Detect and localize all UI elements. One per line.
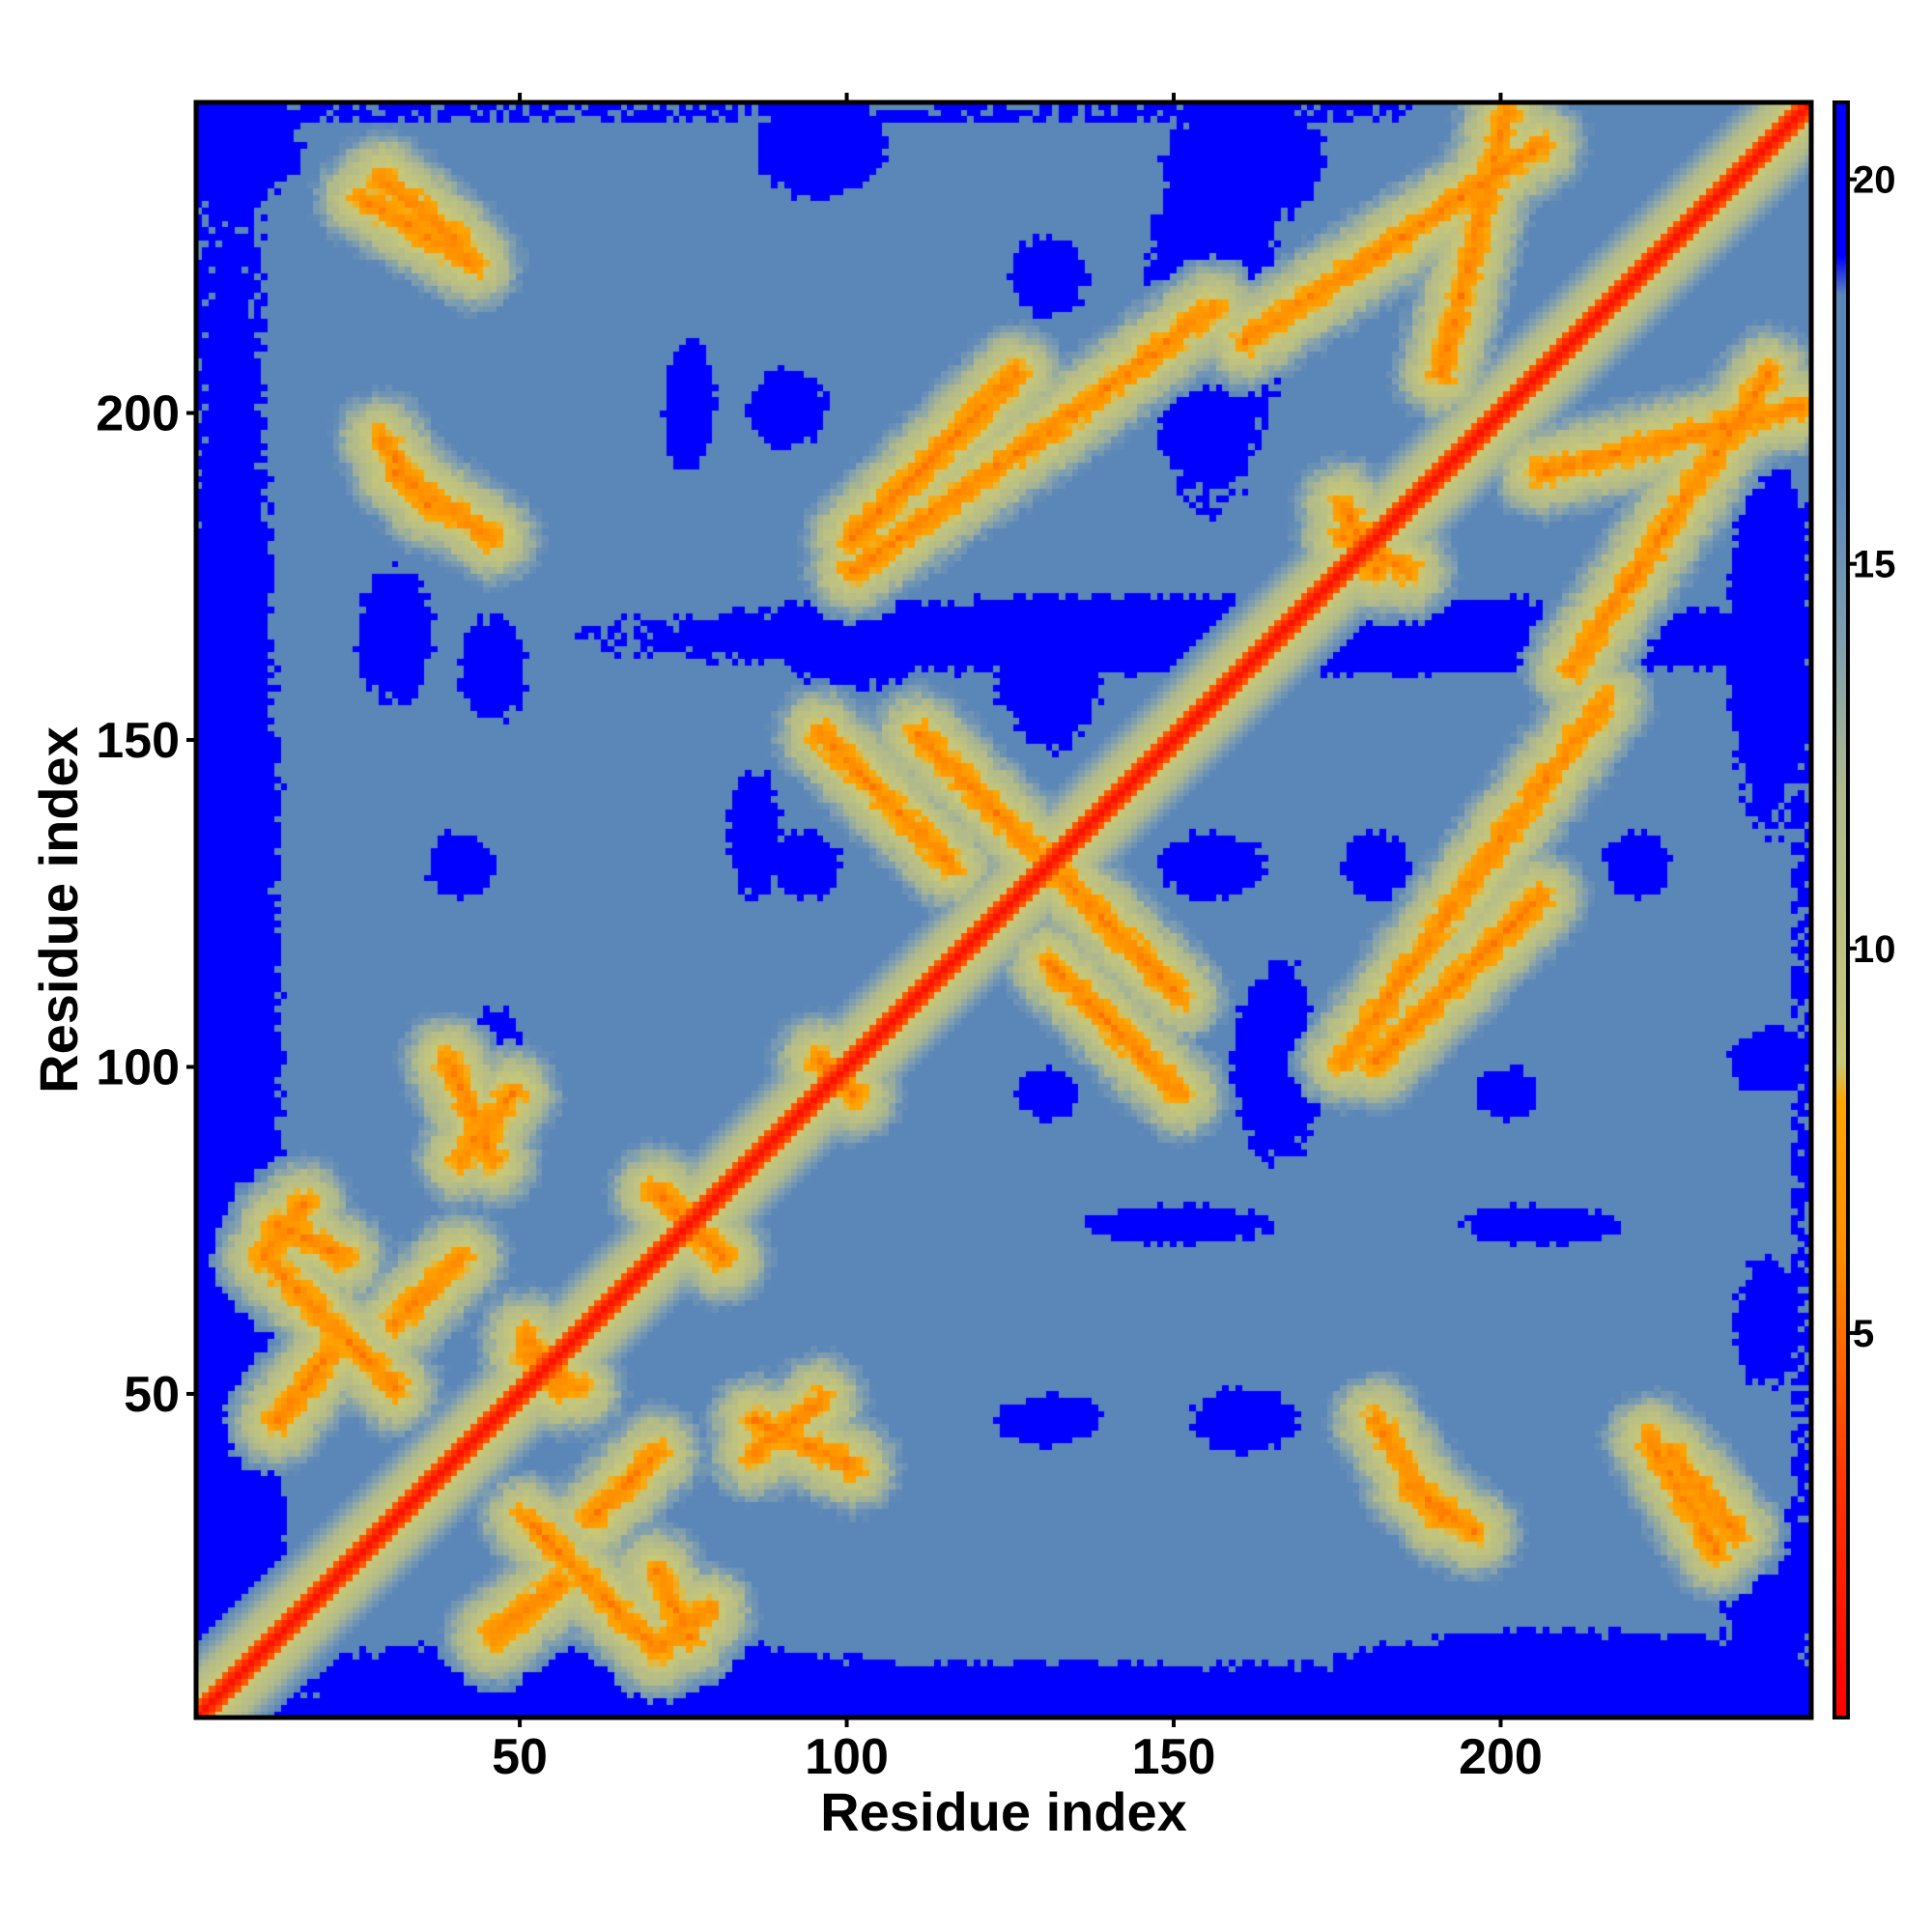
y-tick-label: 50 <box>124 1367 180 1423</box>
y-tick-label: 150 <box>96 713 180 769</box>
plot-frame <box>193 99 1814 1720</box>
heatmap-area <box>196 102 1811 1718</box>
y-axis-title: Residue index <box>28 726 89 1094</box>
colorbar-tick-label: 20 <box>1853 159 1896 202</box>
x-axis-title: Residue index <box>820 1781 1187 1842</box>
y-tick-label: 200 <box>96 386 180 442</box>
colorbar-tick-label: 15 <box>1853 544 1896 586</box>
y-axis-ticks: 50 100 150 200 <box>96 386 196 1423</box>
x-tick-label: 100 <box>805 1729 889 1785</box>
heatmap-cells <box>196 102 1811 1718</box>
x-axis-top-ticks <box>518 93 1503 102</box>
x-axis-ticks: 50 100 150 200 <box>492 1718 1543 1785</box>
x-tick-label: 50 <box>492 1729 548 1785</box>
colorbar-tick-label: 10 <box>1853 928 1896 971</box>
x-tick-label: 200 <box>1459 1729 1543 1785</box>
colorbar <box>1833 100 1850 1719</box>
y-tick-label: 100 <box>96 1039 180 1095</box>
x-tick-label: 150 <box>1132 1729 1216 1785</box>
colorbar-ticks: 5 10 15 20 <box>1848 159 1896 1355</box>
colorbar-tick-label: 5 <box>1853 1313 1874 1355</box>
